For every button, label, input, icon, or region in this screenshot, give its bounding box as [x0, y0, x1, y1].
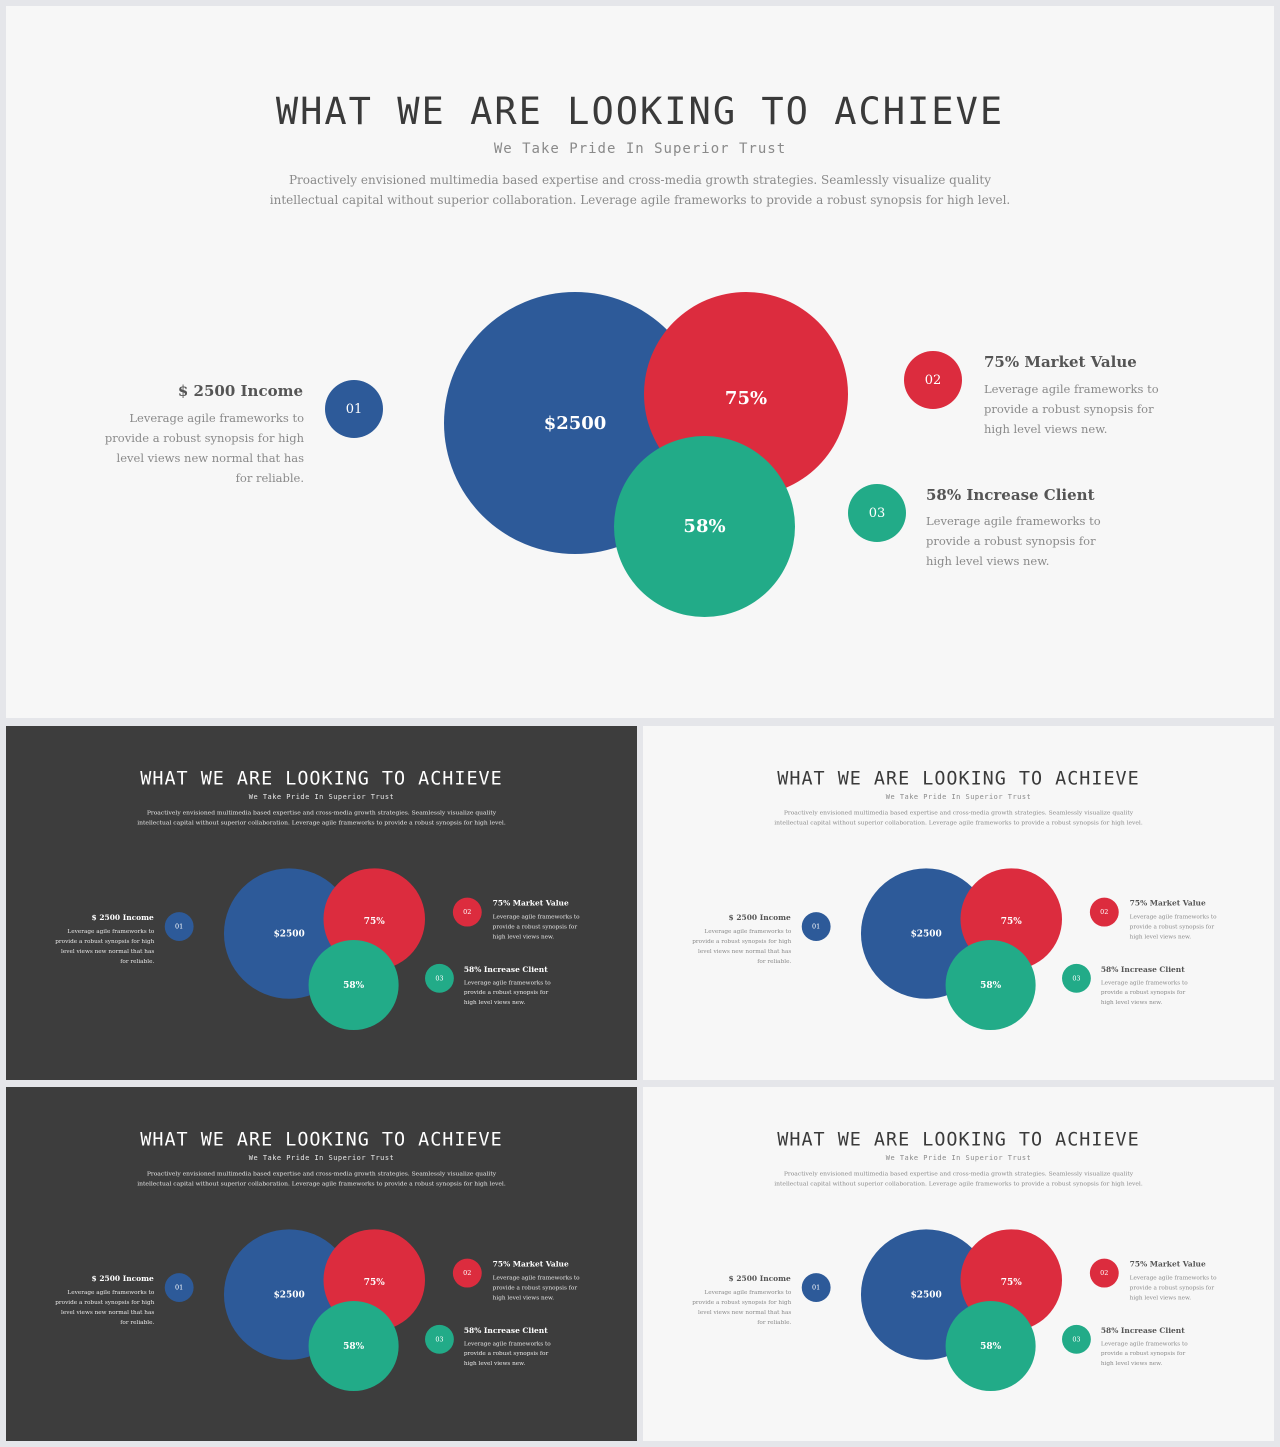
slide-subtitle: We Take Pride In Superior Trust	[885, 793, 1032, 802]
client-circle: 58%	[614, 436, 795, 617]
client-circle: 58%	[945, 1300, 1036, 1392]
client-heading: 58% Increase Client	[463, 964, 548, 974]
slide-title: WHAT WE ARE LOOKING TO ACHIEVE	[777, 1128, 1140, 1151]
income-text: Leverage agile frameworks to provide a r…	[692, 1288, 792, 1326]
market-number-badge: 02	[452, 1258, 482, 1288]
client-heading: 58% Increase Client	[926, 486, 1095, 504]
income-number-badge: 01	[164, 912, 194, 941]
slide-description: Proactively envisioned multimedia based …	[137, 809, 506, 827]
slide-description: Proactively envisioned multimedia based …	[137, 1170, 506, 1188]
slide-title: WHAT WE ARE LOOKING TO ACHIEVE	[777, 767, 1140, 790]
client-text: Leverage agile frameworks to provide a r…	[463, 978, 551, 1006]
slide-thumbnail-5[interactable]: WHAT WE ARE LOOKING TO ACHIEVE We Take P…	[643, 1087, 1274, 1441]
client-heading: 58% Increase Client	[1100, 1325, 1185, 1335]
slide-subtitle: We Take Pride In Superior Trust	[248, 793, 395, 802]
market-text: Leverage agile frameworks to provide a r…	[984, 382, 1159, 436]
income-text: Leverage agile frameworks to provide a r…	[104, 411, 304, 485]
client-number-badge: 03	[1062, 963, 1091, 993]
income-number-badge: 01	[325, 380, 383, 438]
income-number-badge: 01	[164, 1273, 194, 1302]
slide-description: Proactively envisioned multimedia based …	[269, 173, 1011, 207]
slide-thumbnail-4[interactable]: WHAT WE ARE LOOKING TO ACHIEVE We Take P…	[6, 1087, 637, 1441]
market-number-badge: 02	[1089, 897, 1119, 927]
market-number-badge: 02	[1089, 1258, 1119, 1288]
client-text: Leverage agile frameworks to provide a r…	[1100, 1339, 1188, 1367]
market-heading: 75% Market Value	[984, 353, 1137, 371]
income-heading: $ 2500 Income	[728, 913, 791, 923]
income-number-badge: 01	[801, 1273, 831, 1302]
client-number-badge: 03	[1062, 1324, 1091, 1354]
slide-thumbnail-3[interactable]: WHAT WE ARE LOOKING TO ACHIEVE We Take P…	[643, 726, 1274, 1080]
slide-subtitle: We Take Pride In Superior Trust	[248, 1154, 395, 1163]
market-heading: 75% Market Value	[1129, 1259, 1206, 1269]
client-text: Leverage agile frameworks to provide a r…	[926, 514, 1101, 568]
slide-description: Proactively envisioned multimedia based …	[774, 809, 1143, 827]
client-number-badge: 03	[425, 963, 454, 993]
market-text: Leverage agile frameworks to provide a r…	[1129, 913, 1217, 940]
market-number-badge: 02	[452, 897, 482, 927]
client-heading: 58% Increase Client	[1100, 964, 1185, 974]
market-text: Leverage agile frameworks to provide a r…	[492, 913, 580, 940]
market-heading: 75% Market Value	[492, 1259, 569, 1269]
market-number-badge: 02	[904, 351, 962, 409]
slide-thumbnail-2[interactable]: WHAT WE ARE LOOKING TO ACHIEVE We Take P…	[6, 726, 637, 1080]
market-text: Leverage agile frameworks to provide a r…	[492, 1274, 580, 1301]
client-text: Leverage agile frameworks to provide a r…	[463, 1339, 551, 1367]
market-text: Leverage agile frameworks to provide a r…	[1129, 1274, 1217, 1301]
client-circle: 58%	[308, 939, 399, 1031]
market-heading: 75% Market Value	[492, 898, 569, 908]
slide-description: Proactively envisioned multimedia based …	[774, 1170, 1143, 1188]
slide-title: WHAT WE ARE LOOKING TO ACHIEVE	[140, 1128, 503, 1151]
income-heading: $ 2500 Income	[177, 382, 303, 400]
client-circle: 58%	[308, 1300, 399, 1392]
client-heading: 58% Increase Client	[463, 1325, 548, 1335]
market-heading: 75% Market Value	[1129, 898, 1206, 908]
slide-subtitle: We Take Pride In Superior Trust	[885, 1154, 1032, 1163]
slide-subtitle: We Take Pride In Superior Trust	[493, 141, 787, 157]
income-text: Leverage agile frameworks to provide a r…	[55, 1288, 155, 1326]
income-heading: $ 2500 Income	[728, 1274, 791, 1284]
income-number-badge: 01	[801, 912, 831, 941]
income-heading: $ 2500 Income	[91, 913, 154, 923]
income-heading: $ 2500 Income	[91, 1274, 154, 1284]
income-text: Leverage agile frameworks to provide a r…	[692, 927, 792, 965]
income-text: Leverage agile frameworks to provide a r…	[55, 927, 155, 965]
client-number-badge: 03	[425, 1324, 454, 1354]
slide-title: WHAT WE ARE LOOKING TO ACHIEVE	[275, 90, 1005, 133]
client-number-badge: 03	[848, 484, 906, 542]
client-circle: 58%	[945, 939, 1036, 1031]
slide-thumbnail-1[interactable]: WHAT WE ARE LOOKING TO ACHIEVE We Take P…	[6, 6, 1274, 718]
client-text: Leverage agile frameworks to provide a r…	[1100, 978, 1188, 1006]
slide-title: WHAT WE ARE LOOKING TO ACHIEVE	[140, 767, 503, 790]
